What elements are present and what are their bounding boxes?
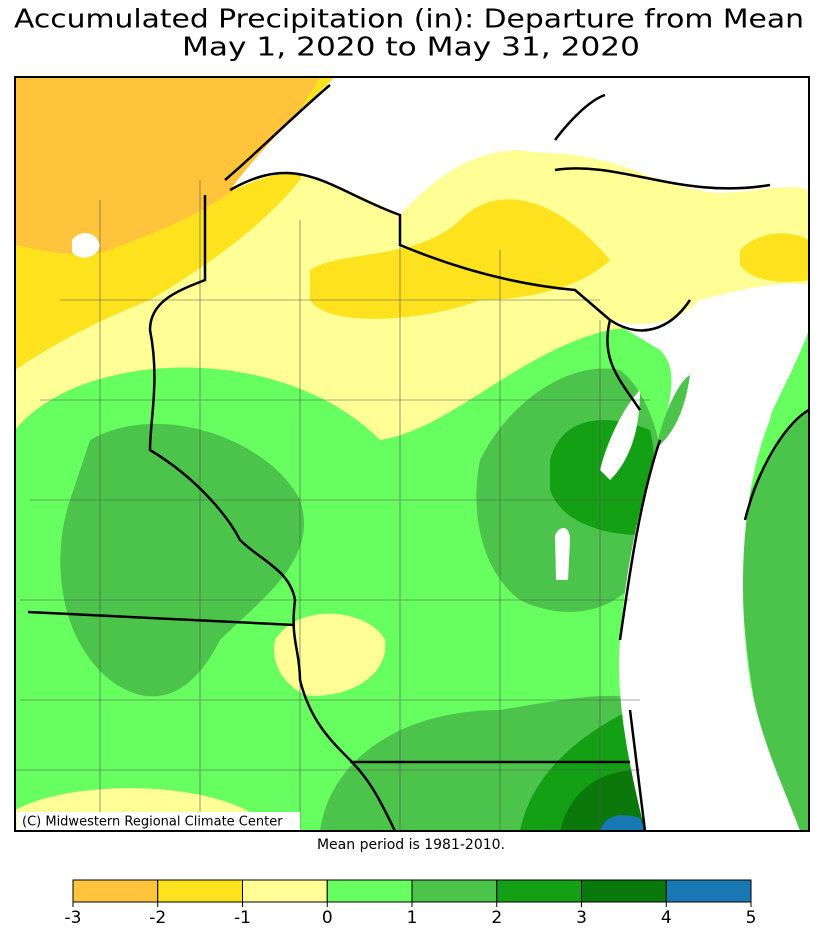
mean-note: Mean period is 1981-2010.	[317, 837, 505, 853]
colorbar-bin	[326, 879, 413, 903]
colorbar-bin	[72, 879, 159, 903]
colorbar-tick-label: 4	[661, 908, 672, 928]
colorbar-tick-label: 5	[746, 908, 757, 928]
colorbar: -3 -2 -1 0 1 2 3 4 5	[65, 879, 757, 928]
credit: (C) Midwestern Regional Climate Center	[22, 815, 283, 830]
colorbar-tick-label: 0	[322, 908, 333, 928]
colorbar-tick-label: -2	[149, 908, 166, 928]
colorbar-tick-label: 1	[407, 908, 418, 928]
colorbar-bin	[665, 879, 752, 903]
colorbar-tick-label: 3	[576, 908, 587, 928]
colorbar-tick-label: -1	[234, 908, 251, 928]
colorbar-bin	[581, 879, 667, 903]
title-line: May 1, 2020 to May 31, 2020	[182, 33, 640, 63]
title-line: Accumulated Precipitation (in): Departur…	[14, 5, 804, 35]
colorbar-tick-label: 2	[491, 908, 502, 928]
map-frame	[14, 76, 810, 832]
colorbar-bin	[242, 879, 328, 903]
colorbar-bin	[157, 879, 243, 903]
colorbar-bin	[411, 879, 498, 903]
colorbar-tick-label: -3	[65, 908, 82, 928]
map: (C) Midwestern Regional Climate Center	[15, 77, 809, 831]
colorbar-bin	[496, 879, 582, 903]
